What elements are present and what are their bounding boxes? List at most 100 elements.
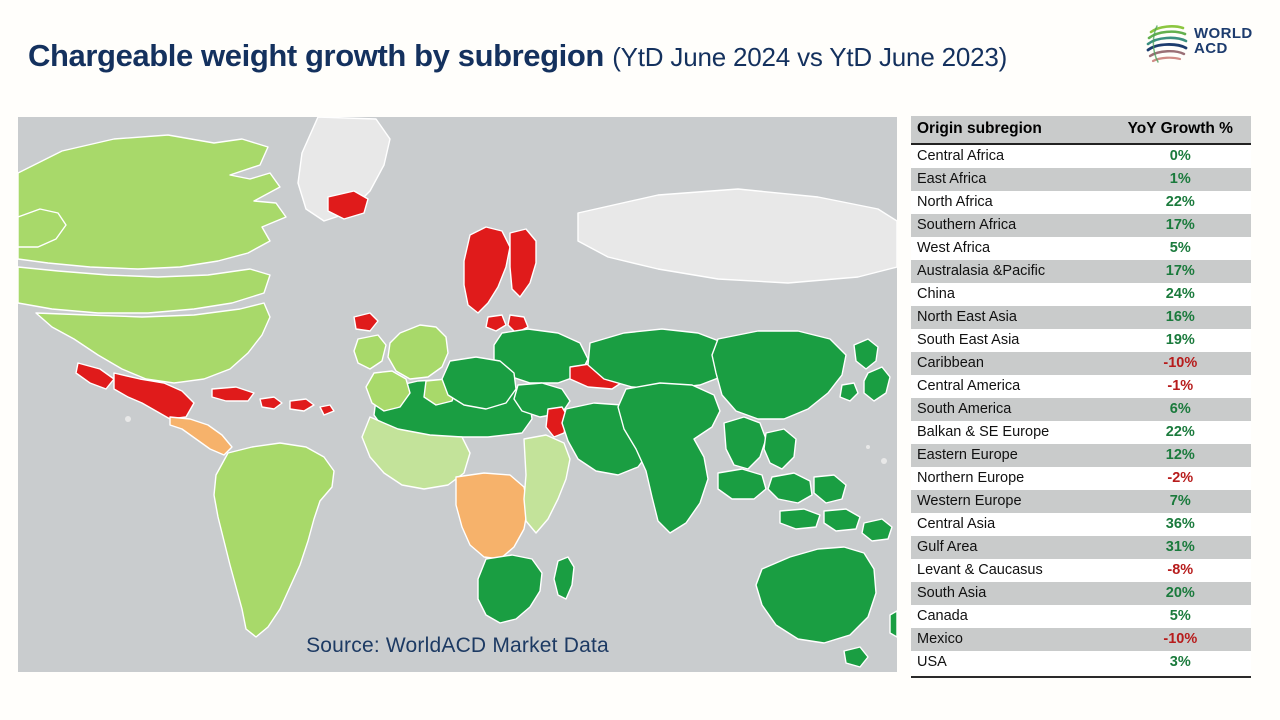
region-central-asia <box>587 328 735 390</box>
table-cell-region: Gulf Area <box>911 536 1110 559</box>
table-cell-region: Canada <box>911 605 1110 628</box>
table-cell-growth-value: 36% <box>1109 513 1251 536</box>
table-row: South America 6% <box>911 398 1251 421</box>
table-cell-growth-value: 5% <box>1109 605 1251 628</box>
growth-table: Origin subregion YoY Growth % Central Af… <box>911 116 1251 674</box>
logo-line-acd: ACD <box>1194 40 1228 57</box>
page-title: Chargeable weight growth by subregion (Y… <box>28 38 1118 74</box>
table-cell-region: Southern Africa <box>911 214 1110 237</box>
table-row: North East Asia 16% <box>911 306 1251 329</box>
table-row: South East Asia 19% <box>911 329 1251 352</box>
table-cell-growth-value: 24% <box>1109 283 1251 306</box>
table-row: China 24% <box>911 283 1251 306</box>
world-choropleth-map: Source: WorldACD Market Data <box>18 117 897 672</box>
page-title-subtitle: (YtD June 2024 vs YtD June 2023) <box>612 42 1008 72</box>
table-row: Eastern Europe 12% <box>911 444 1251 467</box>
table-cell-region: Balkan & SE Europe <box>911 421 1110 444</box>
table-cell-region: East Africa <box>911 168 1110 191</box>
table-row: South Asia 20% <box>911 582 1251 605</box>
table-cell-growth-value: 20% <box>1109 582 1251 605</box>
region-central-africa <box>455 472 529 560</box>
worldacd-logo: WORLD ACD <box>1144 18 1262 70</box>
region-north-east-asia <box>839 338 891 402</box>
table-row: East Africa 1% <box>911 168 1251 191</box>
logo-wordmark: WORLD ACD <box>1194 26 1253 56</box>
table-bottom-rule <box>911 676 1251 678</box>
table-cell-growth-value: -8% <box>1109 559 1251 582</box>
growth-table-panel: Origin subregion YoY Growth % Central Af… <box>911 116 1251 678</box>
region-central-america <box>169 416 233 456</box>
table-cell-region: Eastern Europe <box>911 444 1110 467</box>
region-new-zealand <box>889 610 897 638</box>
table-cell-region: North Africa <box>911 191 1110 214</box>
table-cell-growth-value: -10% <box>1109 628 1251 651</box>
column-header-origin-subregion: Origin subregion <box>911 116 1110 145</box>
table-row: Mexico -10% <box>911 628 1251 651</box>
region-china <box>711 330 847 420</box>
region-iceland <box>327 190 369 220</box>
table-cell-region: USA <box>911 651 1110 674</box>
table-cell-region: Caribbean <box>911 352 1110 375</box>
table-cell-growth-value: 17% <box>1109 260 1251 283</box>
table-cell-region: Northern Europe <box>911 467 1110 490</box>
region-australasia-pacific <box>755 518 893 668</box>
region-west-africa <box>361 416 471 490</box>
pacific-islands <box>125 416 887 464</box>
table-body: Central Africa 0% East Africa 1% North Afric… <box>911 144 1251 674</box>
column-header-yoy-growth: YoY Growth % <box>1109 116 1251 145</box>
table-row: Levant & Caucasus -8% <box>911 559 1251 582</box>
table-row: Western Europe 7% <box>911 490 1251 513</box>
table-row: Northern Europe -2% <box>911 467 1251 490</box>
region-southern-africa <box>477 554 543 624</box>
table-cell-region: China <box>911 283 1110 306</box>
table-cell-growth-value: 7% <box>1109 490 1251 513</box>
table-cell-region: South America <box>911 398 1110 421</box>
table-cell-region: North East Asia <box>911 306 1110 329</box>
table-cell-growth-value: -1% <box>1109 375 1251 398</box>
table-cell-growth-value: 19% <box>1109 329 1251 352</box>
table-row: Balkan & SE Europe 22% <box>911 421 1251 444</box>
region-eastern-europe <box>493 328 589 384</box>
table-cell-growth-value: 5% <box>1109 237 1251 260</box>
table-cell-region: West Africa <box>911 237 1110 260</box>
region-caribbean <box>211 386 335 416</box>
table-cell-region: Levant & Caucasus <box>911 559 1110 582</box>
table-cell-growth-value: 22% <box>1109 191 1251 214</box>
table-cell-region: Mexico <box>911 628 1110 651</box>
table-cell-growth-value: 6% <box>1109 398 1251 421</box>
map-graphic <box>18 117 897 672</box>
table-cell-growth-value: 0% <box>1109 144 1251 168</box>
table-cell-region: South East Asia <box>911 329 1110 352</box>
region-south-asia <box>617 382 721 534</box>
map-source-note: Source: WorldACD Market Data <box>306 634 609 657</box>
table-cell-region: Western Europe <box>911 490 1110 513</box>
region-south-east-asia <box>717 416 861 532</box>
region-canada <box>18 134 287 314</box>
table-header-row: Origin subregion YoY Growth % <box>911 116 1251 145</box>
table-row: USA 3% <box>911 651 1251 674</box>
table-header: Origin subregion YoY Growth % <box>911 116 1251 145</box>
table-cell-growth-value: 12% <box>1109 444 1251 467</box>
table-cell-growth-value: 3% <box>1109 651 1251 674</box>
table-row: Canada 5% <box>911 605 1251 628</box>
region-east-africa <box>523 434 571 534</box>
table-cell-growth-value: 31% <box>1109 536 1251 559</box>
table-row: Southern Africa 17% <box>911 214 1251 237</box>
region-russia <box>577 188 897 284</box>
table-row: Central Africa 0% <box>911 144 1251 168</box>
region-madagascar <box>553 556 575 600</box>
region-balkan-se-europe <box>441 356 571 418</box>
table-row: Central America -1% <box>911 375 1251 398</box>
table-cell-growth-value: -2% <box>1109 467 1251 490</box>
table-cell-growth-value: 22% <box>1109 421 1251 444</box>
table-row: West Africa 5% <box>911 237 1251 260</box>
region-usa <box>35 302 271 384</box>
table-cell-region: Australasia &Pacific <box>911 260 1110 283</box>
page-title-main: Chargeable weight growth by subregion <box>28 38 613 73</box>
globe-icon <box>1146 25 1188 63</box>
table-cell-region: Central Africa <box>911 144 1110 168</box>
table-row: Central Asia 36% <box>911 513 1251 536</box>
table-cell-region: Central Asia <box>911 513 1110 536</box>
table-cell-region: South Asia <box>911 582 1110 605</box>
table-row: Caribbean -10% <box>911 352 1251 375</box>
